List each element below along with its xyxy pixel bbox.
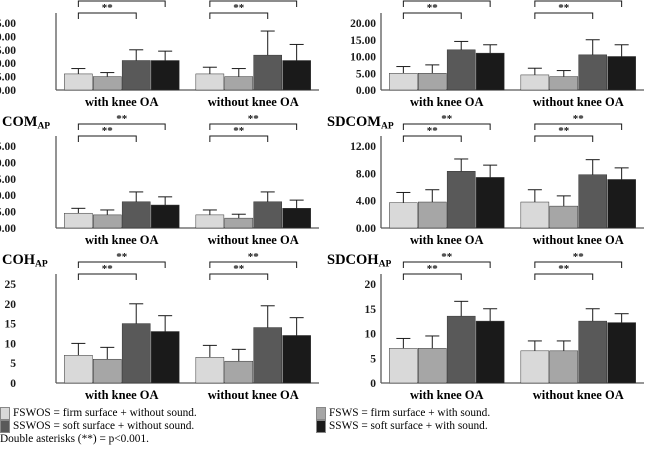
- svg-text:**: **: [558, 263, 570, 275]
- svg-text:0.00: 0.00: [356, 85, 376, 97]
- svg-text:**: **: [233, 263, 245, 275]
- svg-text:with knee OA: with knee OA: [85, 233, 159, 247]
- svg-text:with knee OA: with knee OA: [410, 95, 484, 109]
- svg-text:15: 15: [5, 319, 17, 331]
- svg-text:25.00: 25.00: [0, 18, 16, 30]
- svg-text:0.00: 0.00: [0, 85, 16, 97]
- svg-text:**: **: [248, 251, 260, 263]
- svg-text:with knee OA: with knee OA: [410, 233, 484, 247]
- svg-text:without knee OA: without knee OA: [533, 95, 624, 109]
- svg-text:**: **: [427, 2, 439, 14]
- svg-text:**: **: [558, 2, 570, 14]
- svg-text:10: 10: [365, 329, 377, 341]
- svg-text:0: 0: [10, 378, 16, 390]
- svg-text:**: **: [102, 263, 114, 275]
- svg-text:15.00: 15.00: [0, 174, 16, 186]
- svg-text:15.00: 15.00: [0, 45, 16, 57]
- svg-text:**: **: [573, 113, 585, 125]
- svg-text:with knee OA: with knee OA: [85, 95, 159, 109]
- svg-text:without knee OA: without knee OA: [208, 388, 299, 402]
- svg-text:without knee OA: without knee OA: [208, 95, 299, 109]
- svg-text:5: 5: [10, 358, 16, 370]
- svg-text:**: **: [558, 125, 570, 137]
- svg-text:without knee OA: without knee OA: [533, 388, 624, 402]
- svg-text:**: **: [441, 0, 453, 2]
- svg-text:0.00: 0.00: [0, 223, 16, 235]
- svg-text:15: 15: [365, 304, 377, 316]
- svg-text:8.00: 8.00: [356, 168, 376, 180]
- svg-text:**: **: [441, 251, 453, 263]
- svg-text:**: **: [573, 0, 585, 2]
- svg-text:**: **: [116, 0, 128, 2]
- svg-text:0: 0: [370, 378, 376, 390]
- svg-text:5.00: 5.00: [0, 72, 16, 84]
- svg-text:20.00: 20.00: [0, 157, 16, 169]
- svg-text:**: **: [116, 113, 128, 125]
- svg-text:20: 20: [365, 279, 377, 291]
- svg-text:4.00: 4.00: [356, 196, 376, 208]
- svg-text:0.00: 0.00: [356, 223, 376, 235]
- svg-text:without knee OA: without knee OA: [208, 233, 299, 247]
- svg-text:**: **: [233, 125, 245, 137]
- svg-text:**: **: [233, 2, 245, 14]
- svg-text:with knee OA: with knee OA: [410, 388, 484, 402]
- svg-text:20.00: 20.00: [0, 31, 16, 43]
- svg-text:**: **: [427, 125, 439, 137]
- svg-text:5.00: 5.00: [356, 68, 376, 80]
- svg-text:15.00: 15.00: [350, 35, 376, 47]
- svg-text:with knee OA: with knee OA: [85, 388, 159, 402]
- svg-text:**: **: [102, 125, 114, 137]
- svg-text:**: **: [116, 251, 128, 263]
- svg-text:5.00: 5.00: [0, 207, 16, 219]
- svg-text:25.00: 25.00: [0, 141, 16, 153]
- svg-text:**: **: [248, 113, 260, 125]
- svg-text:10.00: 10.00: [0, 58, 16, 70]
- svg-text:20.00: 20.00: [350, 18, 376, 30]
- svg-text:10.00: 10.00: [350, 52, 376, 64]
- svg-text:without knee OA: without knee OA: [533, 233, 624, 247]
- svg-text:10: 10: [5, 338, 17, 350]
- svg-text:**: **: [573, 251, 585, 263]
- svg-text:5: 5: [370, 353, 376, 365]
- svg-text:25: 25: [5, 279, 17, 291]
- svg-text:**: **: [427, 263, 439, 275]
- svg-text:**: **: [441, 113, 453, 125]
- svg-text:**: **: [102, 2, 114, 14]
- svg-text:10.00: 10.00: [0, 190, 16, 202]
- svg-text:12.00: 12.00: [350, 141, 376, 153]
- svg-text:**: **: [248, 0, 260, 2]
- svg-text:20: 20: [5, 299, 17, 311]
